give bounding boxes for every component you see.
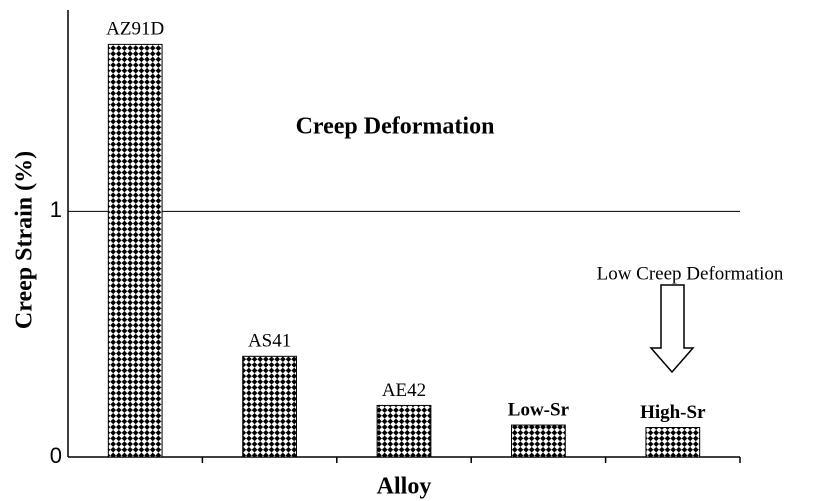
y-axis-label: Creep Strain (%) <box>12 151 38 329</box>
bar-label: Low-Sr <box>508 399 570 420</box>
annotation: Low Creep Deformation <box>597 263 784 284</box>
x-axis-label: Alloy <box>377 474 432 500</box>
y-tick-label: 1 <box>50 197 62 222</box>
bar <box>242 355 297 458</box>
bar-label: AE42 <box>382 380 426 401</box>
bar <box>107 43 163 458</box>
bar-label: AZ91D <box>106 19 164 40</box>
annotation: Creep Deformation <box>296 114 495 140</box>
y-tick-label: 0 <box>50 443 62 468</box>
bar-label: High-Sr <box>640 402 706 423</box>
bar <box>511 424 566 458</box>
arrow <box>649 284 695 374</box>
bar <box>376 404 432 458</box>
bar <box>645 427 701 458</box>
bar-label: AS41 <box>248 331 291 352</box>
